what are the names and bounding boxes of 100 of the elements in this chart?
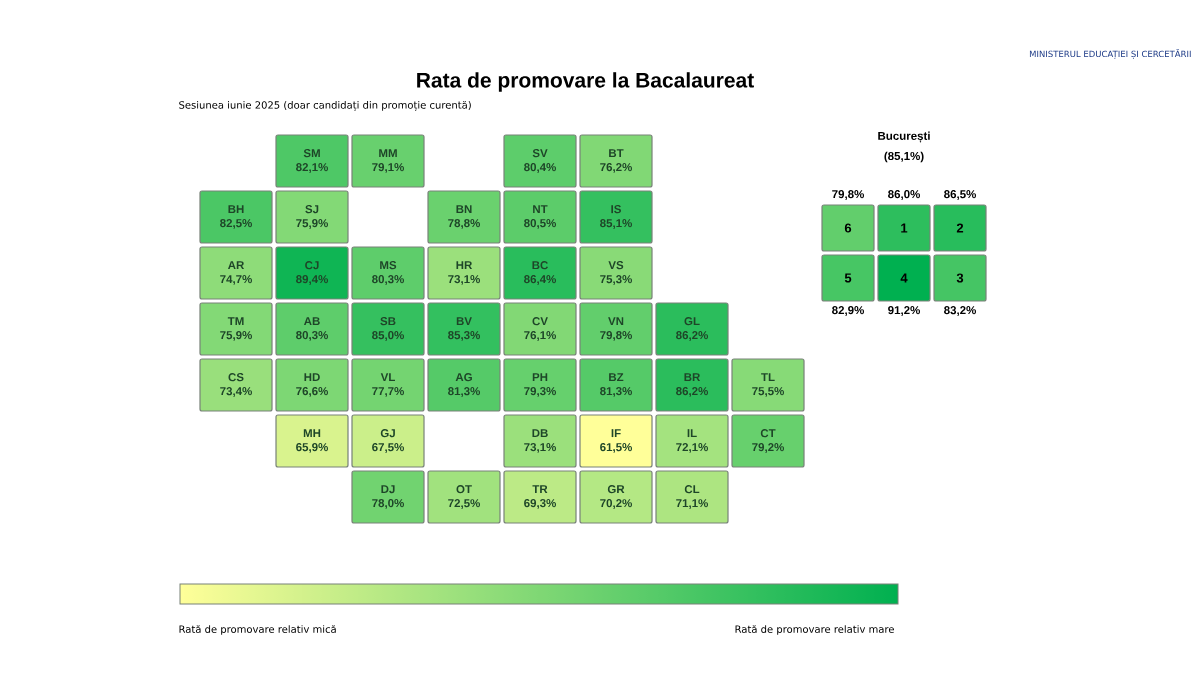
data-label: 65,9% [296, 443, 328, 453]
text: Rată de promovare relativ mare [735, 625, 894, 635]
category-label: TM [227, 317, 244, 326]
data-label: 79,2% [752, 443, 784, 453]
data-label: 85,1% [600, 219, 632, 229]
category-label: TL [761, 373, 775, 382]
category-label: BN [456, 205, 472, 214]
category-label: GL [684, 317, 700, 326]
data-label: 71,1% [676, 499, 708, 509]
category-label: CJ [305, 261, 319, 270]
category-label: AB [303, 317, 320, 326]
data-label: 78,0% [372, 499, 404, 509]
data-label: 85,0% [372, 331, 404, 341]
data-label: 86,5% [944, 190, 976, 200]
text: (85,1%) [884, 151, 924, 163]
category-label: BZ [609, 373, 624, 382]
text: Rata de promovare la Bacalaureat [417, 72, 754, 92]
category-label: AG [455, 373, 472, 382]
data-label: 82,1% [296, 163, 328, 173]
category-label: CT [760, 429, 776, 438]
data-label: 72,5% [448, 499, 480, 509]
data-label: 83,2% [944, 306, 976, 316]
data-label: 72,1% [676, 443, 708, 453]
data-label: 86,2% [676, 331, 708, 341]
category-label: SJ [305, 205, 319, 214]
data-label: 69,3% [524, 499, 556, 509]
data-label: 78,8% [448, 219, 480, 229]
category-label: CS [228, 373, 244, 382]
data-label: 75,9% [220, 331, 252, 341]
data-label: 73,1% [448, 275, 480, 285]
data-label: 67,5% [372, 443, 404, 453]
data-label: 70,2% [600, 499, 632, 509]
data-label: 77,7% [372, 387, 404, 397]
category-label: GR [607, 485, 625, 494]
category-label: MM [379, 149, 397, 158]
data-label: 75,9% [296, 219, 328, 229]
category-label: OT [456, 485, 472, 494]
category-label: CV [532, 317, 548, 326]
data-label: 81,3% [600, 387, 632, 397]
data-label: 79,8% [600, 331, 632, 341]
category-label: 2 [956, 223, 964, 233]
data-label: 80,4% [524, 163, 556, 173]
category-label: SV [532, 149, 548, 158]
data-label: 73,1% [524, 443, 556, 453]
text: Rată de promovare relativ mică [179, 625, 336, 635]
category-label: 4 [900, 273, 908, 283]
category-label: BH [228, 205, 244, 214]
category-label: GJ [380, 429, 395, 438]
category-label: SM [303, 149, 320, 158]
category-label: TR [532, 485, 548, 494]
data-label: 79,1% [372, 163, 404, 173]
category-label: BC [532, 261, 548, 270]
category-label: DB [532, 429, 548, 438]
data-label: 80,3% [296, 331, 328, 341]
data-label: 91,2% [888, 306, 920, 316]
text: București [878, 131, 930, 143]
category-label: BT [609, 149, 624, 158]
category-label: BV [456, 317, 472, 326]
data-label: 73,4% [220, 387, 252, 397]
category-label: VL [380, 373, 395, 382]
data-label: 86,4% [524, 275, 556, 285]
data-label: 80,3% [372, 275, 404, 285]
data-label: 76,2% [600, 163, 632, 173]
category-label: MH [303, 429, 321, 438]
category-label: PH [532, 373, 548, 382]
data-label: 75,3% [600, 275, 632, 285]
data-label: 81,3% [448, 387, 480, 397]
category-label: IF [611, 429, 621, 438]
data-label: 80,5% [524, 219, 556, 229]
data-label: 79,3% [524, 387, 556, 397]
category-label: SB [380, 317, 396, 326]
data-label: 85,3% [448, 331, 480, 341]
data-label: 76,6% [296, 387, 328, 397]
category-label: 1 [901, 223, 908, 233]
category-label: BR [684, 373, 701, 382]
category-label: CL [684, 485, 700, 494]
category-label: HD [304, 373, 320, 382]
category-label: 3 [956, 273, 964, 283]
data-label: 79,8% [832, 190, 864, 200]
data-label: 86,0% [888, 190, 920, 200]
text: MINISTERUL EDUCAȚIEI ȘI CERCETĂRII [1029, 48, 1191, 60]
category-label: VS [608, 261, 624, 270]
category-label: IL [687, 429, 697, 438]
data-label: 82,9% [832, 306, 864, 316]
data-label: 82,5% [220, 219, 252, 229]
data-label: 75,5% [752, 387, 784, 397]
category-label: MS [380, 261, 397, 270]
category-label: HR [456, 261, 473, 270]
data-label: 89,4% [296, 275, 328, 285]
category-label: 5 [844, 273, 852, 283]
data-label: 76,1% [524, 331, 556, 341]
category-label: VN [608, 317, 624, 326]
category-label: 6 [844, 223, 852, 233]
category-label: DJ [381, 485, 395, 494]
category-label: NT [533, 205, 548, 214]
text: Sesiunea iunie 2025 (doar candidați din promoție curentă) [179, 100, 471, 112]
category-label: IS [611, 205, 621, 214]
data-label: 61,5% [600, 443, 632, 453]
category-label: AR [227, 261, 245, 270]
data-label: 86,2% [676, 387, 708, 397]
